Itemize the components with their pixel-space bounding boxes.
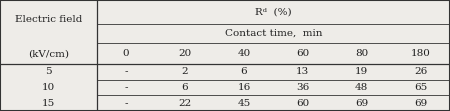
Text: 2: 2 [182, 67, 189, 76]
Text: 6: 6 [241, 67, 247, 76]
Text: 48: 48 [355, 83, 368, 92]
Text: 65: 65 [414, 83, 427, 92]
Text: 45: 45 [237, 99, 251, 108]
Text: 80: 80 [355, 49, 368, 58]
Text: Electric field: Electric field [15, 15, 82, 24]
Text: 60: 60 [296, 49, 310, 58]
Text: (kV/cm): (kV/cm) [28, 49, 69, 58]
Text: 6: 6 [182, 83, 189, 92]
Text: 13: 13 [296, 67, 310, 76]
Text: 0: 0 [123, 49, 130, 58]
Text: 10: 10 [42, 83, 55, 92]
Text: 69: 69 [414, 99, 427, 108]
Text: Contact time,  min: Contact time, min [225, 29, 322, 38]
Text: 22: 22 [179, 99, 192, 108]
Text: 69: 69 [355, 99, 368, 108]
Text: 26: 26 [414, 67, 427, 76]
Text: 19: 19 [355, 67, 368, 76]
Text: -: - [125, 67, 128, 76]
Text: 180: 180 [410, 49, 431, 58]
Text: 60: 60 [296, 99, 310, 108]
Text: 5: 5 [45, 67, 52, 76]
Text: 40: 40 [237, 49, 251, 58]
Text: 16: 16 [237, 83, 251, 92]
Text: Rᵈ  (%): Rᵈ (%) [255, 7, 292, 16]
Text: 20: 20 [179, 49, 192, 58]
Text: -: - [125, 99, 128, 108]
Text: 15: 15 [42, 99, 55, 108]
Text: -: - [125, 83, 128, 92]
Text: 36: 36 [296, 83, 310, 92]
